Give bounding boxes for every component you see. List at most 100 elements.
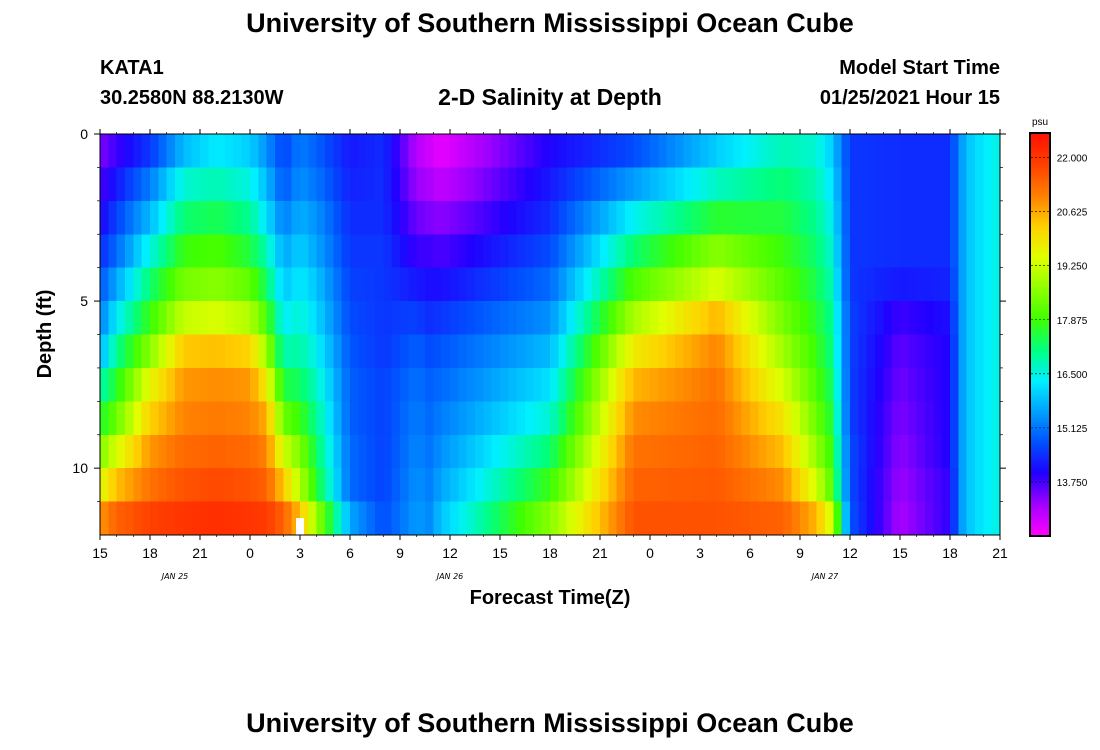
heatmap-cell: [608, 200, 618, 235]
heatmap-cell: [858, 401, 868, 436]
heatmap-cell: [350, 401, 359, 436]
model-start-time: 01/25/2021 Hour 15: [819, 87, 1000, 109]
heatmap-cell: [675, 468, 684, 503]
heatmap-cell: [275, 301, 284, 336]
heatmap-cell: [791, 434, 801, 469]
heatmap-cell: [250, 434, 259, 469]
heatmap-cell: [266, 167, 276, 202]
heatmap-cell: [741, 367, 751, 402]
heatmap-cell: [991, 234, 1001, 269]
heatmap-cell: [950, 134, 959, 169]
heatmap-cell: [841, 434, 851, 469]
heatmap-cell: [908, 468, 918, 503]
heatmap-cell: [291, 167, 301, 202]
heatmap-cell: [375, 234, 384, 269]
heatmap-cell: [916, 468, 926, 503]
heatmap-cell: [158, 501, 168, 536]
heatmap-cell: [175, 367, 184, 402]
heatmap-cell: [950, 200, 959, 235]
heatmap-cell: [400, 367, 409, 402]
heatmap-cell: [758, 134, 768, 169]
heatmap-cell: [966, 401, 976, 436]
heatmap-cell: [300, 501, 309, 536]
heatmap-cell: [191, 468, 201, 503]
heatmap-cell: [775, 468, 784, 503]
heatmap-cell: [691, 468, 701, 503]
heatmap-cell: [575, 200, 584, 235]
heatmap-cell: [433, 267, 443, 302]
heatmap-cell: [658, 334, 668, 369]
heatmap-cell: [375, 434, 384, 469]
heatmap-cell: [508, 200, 518, 235]
heatmap-cell: [250, 501, 259, 536]
heatmap-cell: [241, 501, 251, 536]
heatmap-cell: [816, 434, 826, 469]
heatmap-cell: [608, 334, 618, 369]
heatmap-cell: [833, 301, 843, 336]
heatmap-cell: [283, 401, 293, 436]
heatmap-cell: [600, 200, 609, 235]
heatmap-cell: [716, 301, 726, 336]
heatmap-cell: [825, 200, 834, 235]
heatmap-cell: [800, 334, 809, 369]
heatmap-cell: [883, 501, 893, 536]
heatmap-cell: [558, 301, 568, 336]
heatmap-cell: [541, 134, 551, 169]
heatmap-cell: [591, 367, 601, 402]
heatmap-cell: [400, 334, 409, 369]
heatmap-cell: [333, 167, 343, 202]
heatmap-cell: [133, 501, 143, 536]
heatmap-cell: [650, 134, 659, 169]
heatmap-cell: [241, 401, 251, 436]
heatmap-cell: [108, 301, 118, 336]
heatmap-cell: [550, 468, 559, 503]
heatmap-cell: [758, 167, 768, 202]
heatmap-cell: [550, 434, 559, 469]
heatmap-cell: [141, 334, 151, 369]
heatmap-cell: [741, 401, 751, 436]
heatmap-cell: [141, 301, 151, 336]
heatmap-cell: [100, 134, 109, 169]
heatmap-cell: [400, 434, 409, 469]
heatmap-cell: [308, 301, 318, 336]
heatmap-cell: [825, 367, 834, 402]
colorbar-tick-label: 20.625: [1057, 208, 1088, 219]
heatmap-cell: [300, 434, 309, 469]
heatmap-cell: [591, 401, 601, 436]
heatmap-cell: [816, 234, 826, 269]
heatmap-cell: [166, 200, 176, 235]
heatmap-cell: [725, 234, 734, 269]
heatmap-cell: [425, 468, 434, 503]
heatmap-cell: [283, 468, 293, 503]
heatmap-cell: [916, 434, 926, 469]
heatmap-cell: [591, 501, 601, 536]
heatmap-cell: [533, 301, 543, 336]
heatmap-cell: [658, 434, 668, 469]
heatmap-cell: [958, 434, 968, 469]
heatmap-cell: [458, 401, 468, 436]
heatmap-cell: [233, 167, 243, 202]
heatmap-cell: [775, 334, 784, 369]
heatmap-cell: [358, 134, 368, 169]
heatmap-cell: [966, 468, 976, 503]
heatmap-cell: [933, 468, 943, 503]
heatmap-cell: [641, 401, 651, 436]
heatmap-cell: [958, 334, 968, 369]
heatmap-cell: [241, 301, 251, 336]
heatmap-cell: [958, 267, 968, 302]
heatmap-cell: [225, 200, 234, 235]
heatmap-cell: [800, 434, 809, 469]
heatmap-cell: [475, 267, 484, 302]
heatmap-cell: [550, 501, 559, 536]
heatmap-cell: [975, 234, 984, 269]
heatmap-cell: [825, 401, 834, 436]
heatmap-cell: [450, 234, 459, 269]
heatmap-cell: [966, 367, 976, 402]
heatmap-cell: [875, 267, 884, 302]
heatmap-cell: [408, 200, 418, 235]
heatmap-cell: [550, 200, 559, 235]
heatmap-cell: [758, 234, 768, 269]
heatmap-cell: [808, 401, 818, 436]
heatmap-cell: [816, 301, 826, 336]
heatmap-cell: [800, 501, 809, 536]
